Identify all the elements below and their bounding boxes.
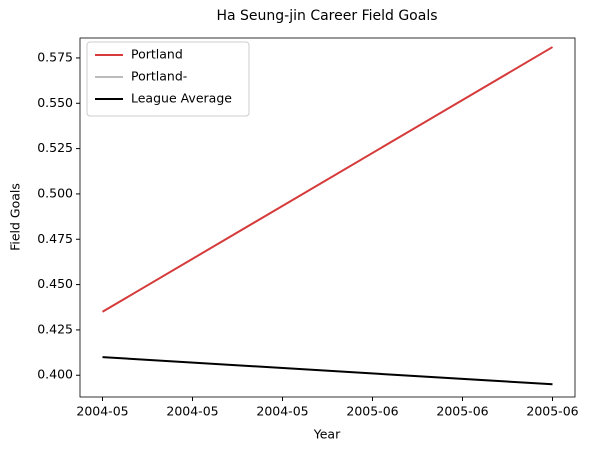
y-tick-label: 0.550 — [37, 95, 73, 110]
x-tick-label: 2005-06 — [436, 404, 488, 419]
y-axis-label: Field Goals — [8, 183, 23, 251]
legend-label: Portland- — [131, 69, 187, 84]
line-series — [102, 356, 553, 386]
x-tick-label: 2005-06 — [526, 404, 578, 419]
x-tick-label: 2005-06 — [346, 404, 398, 419]
legend-label: League Average — [131, 91, 232, 106]
legend-box — [86, 41, 250, 117]
y-tick-label: 0.425 — [37, 321, 73, 336]
y-tick-label: 0.450 — [37, 276, 73, 291]
x-tick-label: 2004-05 — [76, 404, 128, 419]
x-axis-label: Year — [313, 427, 341, 442]
legend-label: Portland — [131, 47, 183, 62]
y-tick-label: 0.400 — [37, 367, 73, 382]
line-series — [101, 46, 554, 313]
x-tick-label: 2004-05 — [256, 404, 308, 419]
plot-frame — [79, 37, 576, 398]
y-tick-label: 0.500 — [37, 185, 73, 200]
y-tick-label: 0.575 — [37, 49, 73, 64]
y-tick-label: 0.475 — [37, 231, 73, 246]
x-tick-label: 2004-05 — [166, 404, 218, 419]
y-tick-label: 0.525 — [37, 140, 73, 155]
chart-title: Ha Seung-jin Career Field Goals — [216, 8, 437, 24]
